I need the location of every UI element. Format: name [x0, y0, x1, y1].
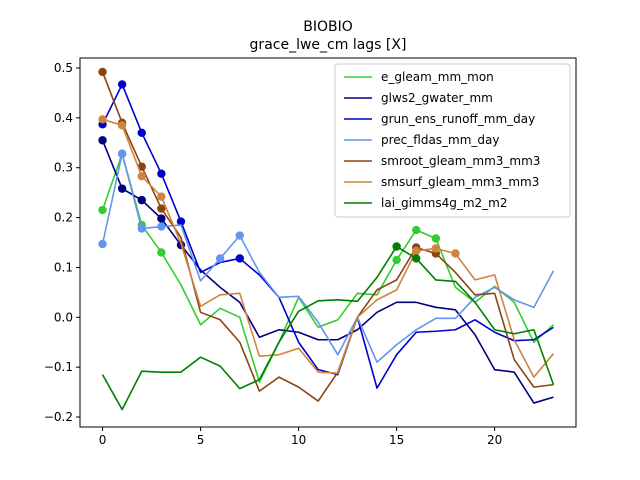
series-line-lai_gimms4g_m2_m2	[101, 245, 555, 411]
data-point-grun_ens_runoff_mm_day-2	[137, 128, 146, 137]
data-point-smsurf_gleam_mm3_mm3-3	[157, 192, 166, 201]
data-point-prec_fldas_mm_day-1	[117, 149, 127, 158]
data-point-prec_fldas_mm_day-3	[157, 222, 166, 231]
data-point-e_gleam_mm_mon-16	[412, 225, 421, 235]
x-tick-label: 10	[291, 433, 306, 447]
legend-label-grun_ens_runoff_mm_day: grun_ens_runoff_mm_day	[381, 112, 535, 126]
legend-label-glws2_gwater_mm: glws2_gwater_mm	[381, 91, 493, 105]
x-tick-label: 15	[389, 433, 404, 447]
data-point-lai_gimms4g_m2_m2-15	[392, 242, 401, 251]
y-tick-label: 0.0	[54, 310, 73, 324]
data-point-glws2_gwater_mm-1	[117, 184, 127, 193]
plot-area: 0 5 10 15 20 −0.2 −0.1 0.0 0.1 0.2 0.3 0.4 0.5	[44, 57, 577, 447]
data-point-prec_fldas_mm_day-2	[137, 224, 146, 233]
chart-title: BIOBIO	[303, 19, 353, 35]
data-point-smsurf_gleam_mm3_mm3-2	[137, 171, 146, 181]
y-tick-label: 0.1	[54, 260, 73, 274]
data-point-grun_ens_runoff_mm_day-4	[176, 217, 186, 226]
data-point-lai_gimms4g_m2_m2-16	[412, 254, 421, 263]
legend-box	[334, 63, 571, 218]
series-lai_gimms4g_m2_m2	[101, 242, 555, 411]
series-line-e_gleam_mm_mon	[101, 152, 554, 383]
series-prec_fldas_mm_day	[98, 149, 555, 363]
data-point-glws2_gwater_mm-2	[137, 195, 146, 205]
series-line-smsurf_gleam_mm3_mm3	[102, 118, 555, 378]
data-point-grun_ens_runoff_mm_day-7	[235, 254, 244, 263]
data-point-glws2_gwater_mm-3	[157, 214, 166, 223]
data-point-prec_fldas_mm_day-6	[215, 254, 225, 263]
chart-subtitle: grace_lwe_cm lags [X]	[250, 37, 407, 53]
axes-frame	[79, 57, 577, 428]
data-point-smsurf_gleam_mm3_mm3-0	[98, 115, 107, 124]
x-tick-label: 20	[487, 433, 502, 447]
data-point-smsurf_gleam_mm3_mm3-17	[431, 244, 441, 253]
data-point-smsurf_gleam_mm3_mm3-18	[451, 249, 460, 258]
legend-label-e_gleam_mm_mon: e_gleam_mm_mon	[381, 70, 494, 84]
data-point-grun_ens_runoff_mm_day-1	[117, 80, 127, 89]
series-smsurf_gleam_mm3_mm3	[98, 115, 555, 378]
data-point-e_gleam_mm_mon-15	[392, 255, 401, 265]
legend: e_gleam_mm_mon glws2_gwater_mm grun_ens_ru…	[334, 63, 571, 218]
legend-label-smroot_gleam_mm3_mm3: smroot_gleam_mm3_mm3	[381, 154, 540, 168]
data-point-glws2_gwater_mm-0	[98, 136, 107, 145]
series-line-smroot_gleam_mm3_mm3	[101, 71, 554, 402]
x-tick-label: 0	[99, 433, 107, 447]
data-point-e_gleam_mm_mon-3	[157, 248, 166, 257]
y-tick-label: −0.2	[44, 410, 73, 424]
series-line-prec_fldas_mm_day	[101, 152, 555, 363]
series-e_gleam_mm_mon	[98, 149, 554, 383]
data-point-prec_fldas_mm_day-7	[235, 231, 244, 240]
data-point-smsurf_gleam_mm3_mm3-1	[117, 121, 127, 130]
data-point-prec_fldas_mm_day-0	[98, 239, 107, 249]
legend-label-smsurf_gleam_mm3_mm3: smsurf_gleam_mm3_mm3	[381, 175, 539, 189]
x-tick-label: 5	[197, 433, 205, 447]
data-point-e_gleam_mm_mon-0	[98, 205, 107, 215]
y-tick-label: 0.5	[54, 61, 73, 75]
data-point-smsurf_gleam_mm3_mm3-16	[412, 246, 421, 256]
data-point-smroot_gleam_mm3_mm3-3	[157, 204, 166, 213]
data-point-smroot_gleam_mm3_mm3-0	[98, 67, 107, 77]
y-tick-label: 0.2	[54, 211, 73, 225]
data-point-e_gleam_mm_mon-17	[431, 234, 441, 243]
data-point-grun_ens_runoff_mm_day-3	[157, 169, 166, 178]
y-tick-label: 0.4	[54, 111, 73, 125]
legend-label-lai_gimms4g_m2_m2: lai_gimms4g_m2_m2	[381, 196, 508, 210]
y-tick-label: −0.1	[44, 360, 73, 374]
legend-label-prec_fldas_mm_day: prec_fldas_mm_day	[381, 133, 500, 147]
y-tick-label: 0.3	[54, 161, 73, 175]
